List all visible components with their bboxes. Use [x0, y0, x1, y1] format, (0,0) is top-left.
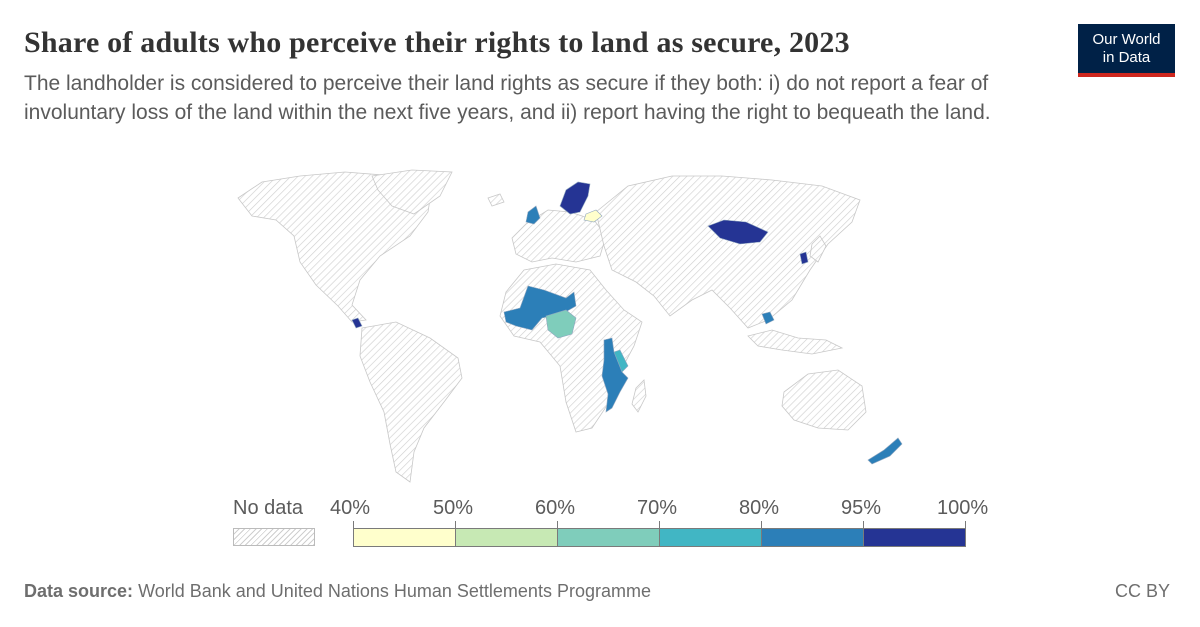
- country-mongolia[interactable]: [707, 219, 769, 245]
- legend-tick-label: 100%: [937, 497, 989, 519]
- greenland-shape: [371, 169, 453, 215]
- legend-no-data-label: No data: [233, 497, 304, 519]
- country-malawi-mozambique[interactable]: [601, 337, 629, 413]
- iceland-shape: [487, 193, 505, 207]
- chart-subtitle: The landholder is considered to perceive…: [24, 72, 991, 124]
- legend-tick: [965, 521, 966, 528]
- country-mali-senegal[interactable]: [503, 285, 577, 331]
- madagascar-shape: [631, 379, 647, 413]
- legend-tick-label: 40%: [330, 497, 371, 519]
- north-america-shape: [237, 171, 433, 323]
- country-norway-sweden-finland[interactable]: [559, 181, 591, 215]
- legend-tick: [863, 521, 864, 528]
- legend-tick: [659, 521, 660, 528]
- legend-bin-70-80[interactable]: [659, 528, 762, 547]
- logo-line-1: Our World: [1092, 31, 1161, 48]
- country-costa-rica[interactable]: [351, 317, 363, 329]
- chart-title: Share of adults who perceive their right…: [24, 26, 850, 59]
- license-link[interactable]: CC BY: [1114, 581, 1170, 601]
- legend-bin-50-60[interactable]: [455, 528, 558, 547]
- legend-bin-40-50[interactable]: [353, 528, 456, 547]
- owid-logo[interactable]: Our World in Data: [1078, 24, 1175, 77]
- country-south-korea[interactable]: [799, 251, 809, 265]
- world-map[interactable]: [225, 165, 925, 490]
- legend-tick-label: 50%: [433, 497, 474, 519]
- countries-with-data: [351, 181, 903, 465]
- europe-shape: [511, 209, 607, 263]
- legend-tick: [353, 521, 354, 528]
- legend-tick-label: 95%: [841, 497, 882, 519]
- legend-bin-60-70[interactable]: [557, 528, 660, 547]
- source-text[interactable]: World Bank and United Nations Human Sett…: [138, 581, 651, 601]
- indonesia-shape: [747, 329, 844, 355]
- logo-line-2: in Data: [1102, 49, 1151, 66]
- country-belarus[interactable]: [583, 209, 603, 223]
- country-new-zealand[interactable]: [867, 437, 903, 465]
- legend-bin-80-95[interactable]: [761, 528, 864, 547]
- source-label: Data source:: [24, 581, 134, 601]
- japan-shape: [809, 235, 827, 263]
- legend-tick-label: 60%: [535, 497, 576, 519]
- legend-tick-label: 70%: [637, 497, 678, 519]
- legend-no-data-swatch[interactable]: [233, 528, 315, 546]
- asia-shape: [595, 175, 861, 329]
- legend-bin-95-100[interactable]: [863, 528, 966, 547]
- legend-tick: [557, 521, 558, 528]
- legend-tick-label: 80%: [739, 497, 780, 519]
- legend-tick: [761, 521, 762, 528]
- south-america-shape: [359, 321, 463, 483]
- country-united-kingdom[interactable]: [525, 205, 541, 225]
- country-nigeria[interactable]: [545, 309, 577, 339]
- africa-shape: [499, 263, 643, 433]
- country-cambodia[interactable]: [761, 311, 775, 325]
- legend-tick: [455, 521, 456, 528]
- australia-shape: [781, 369, 867, 431]
- footer-source: Data source: World Bank and United Natio…: [24, 579, 651, 603]
